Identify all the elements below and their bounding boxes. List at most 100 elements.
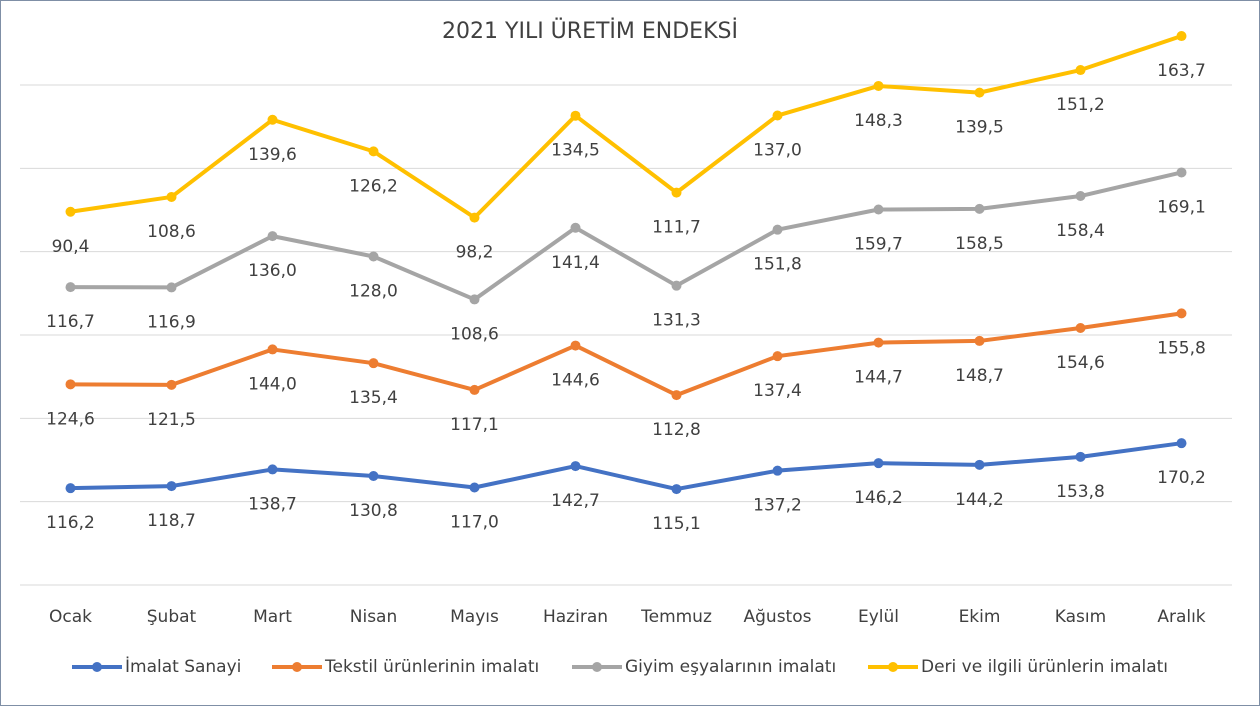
data-label: 153,8 [1056, 482, 1105, 502]
point [873, 458, 884, 469]
point [974, 335, 985, 346]
point [772, 351, 783, 362]
data-label: 158,4 [1056, 221, 1105, 241]
data-label: 130,8 [349, 501, 398, 521]
data-label: 126,2 [349, 176, 398, 196]
data-label: 155,8 [1157, 338, 1206, 358]
data-label: 138,7 [248, 494, 297, 514]
point [772, 110, 783, 121]
point [570, 222, 581, 233]
data-label: 148,7 [955, 366, 1004, 386]
data-label: 124,6 [46, 409, 95, 429]
x-tick-label: Ocak [49, 607, 92, 627]
point [65, 282, 76, 293]
series-line [70, 170, 1182, 302]
data-label: 137,2 [753, 496, 802, 516]
data-label: 151,2 [1056, 95, 1105, 115]
point [873, 337, 884, 348]
point [1176, 308, 1187, 319]
x-tick-label: Haziran [543, 607, 608, 627]
data-label: 163,7 [1157, 61, 1206, 81]
data-label: 112,8 [652, 420, 701, 440]
data-label: 142,7 [551, 491, 600, 511]
point [1075, 451, 1086, 462]
x-tick-label: Temmuz [640, 607, 712, 627]
data-label: 134,5 [551, 141, 600, 161]
point [166, 191, 177, 202]
point [570, 340, 581, 351]
point [974, 203, 985, 214]
chart-title: 2021 YILI ÜRETİM ENDEKSİ [442, 18, 738, 44]
x-tick-label: Kasım [1055, 607, 1106, 627]
legend-marker [92, 662, 102, 672]
data-label: 118,7 [147, 511, 196, 531]
data-label: 148,3 [854, 111, 903, 131]
point [1075, 323, 1086, 334]
point [469, 384, 480, 395]
data-label: 137,0 [753, 141, 802, 161]
data-label: 139,5 [955, 118, 1004, 138]
data-label: 136,0 [248, 261, 297, 281]
point [873, 204, 884, 215]
x-tick-label: Mart [253, 607, 292, 627]
series-line [70, 34, 1183, 220]
point [267, 464, 278, 475]
point [368, 358, 379, 369]
point [65, 483, 76, 494]
data-label: 151,8 [753, 255, 802, 275]
x-tick-label: Şubat [147, 607, 197, 627]
data-label: 98,2 [456, 243, 494, 263]
data-label: 121,5 [147, 410, 196, 430]
point [65, 206, 76, 217]
x-tick-label: Mayıs [450, 607, 499, 627]
data-label: 144,0 [248, 374, 297, 394]
legend-marker [888, 662, 898, 672]
point [368, 146, 379, 157]
data-label: 108,6 [450, 324, 499, 344]
point [671, 390, 682, 401]
data-label: 116,2 [46, 513, 95, 533]
x-tick-label: Nisan [350, 607, 398, 627]
data-label: 116,7 [46, 312, 95, 332]
point [166, 282, 177, 293]
point [671, 280, 682, 291]
point [469, 294, 480, 305]
data-label: 144,6 [551, 371, 600, 391]
data-label: 154,6 [1056, 353, 1105, 373]
point [570, 110, 581, 121]
data-label: 117,0 [450, 513, 499, 533]
data-label: 139,6 [248, 145, 297, 165]
point [368, 251, 379, 262]
data-label: 117,1 [450, 415, 499, 435]
data-label: 141,4 [551, 253, 600, 273]
point [772, 224, 783, 235]
data-label: 135,4 [349, 388, 398, 408]
point [671, 187, 682, 198]
x-tick-label: Aralık [1157, 607, 1205, 627]
data-label: 146,2 [854, 488, 903, 508]
point [267, 344, 278, 355]
legend-label: Tekstil ürünlerinin imalatı [324, 657, 539, 677]
series-line [70, 441, 1182, 492]
point [267, 231, 278, 242]
x-tick-label: Ağustos [744, 607, 812, 627]
legend-marker [592, 662, 602, 672]
point [772, 465, 783, 476]
point [166, 379, 177, 390]
point [1075, 65, 1086, 76]
data-label: 131,3 [652, 311, 701, 331]
point [1075, 191, 1086, 202]
data-label: 158,5 [955, 234, 1004, 254]
point [671, 484, 682, 495]
point [570, 461, 581, 472]
x-tick-label: Ekim [959, 607, 1001, 627]
data-label: 128,0 [349, 282, 398, 302]
point [1176, 31, 1187, 42]
legend-label: İmalat Sanayi [125, 656, 241, 677]
x-tick-label: Eylül [858, 607, 899, 627]
data-label: 170,2 [1157, 468, 1206, 488]
data-label: 90,4 [52, 237, 90, 257]
data-label: 144,7 [854, 368, 903, 388]
